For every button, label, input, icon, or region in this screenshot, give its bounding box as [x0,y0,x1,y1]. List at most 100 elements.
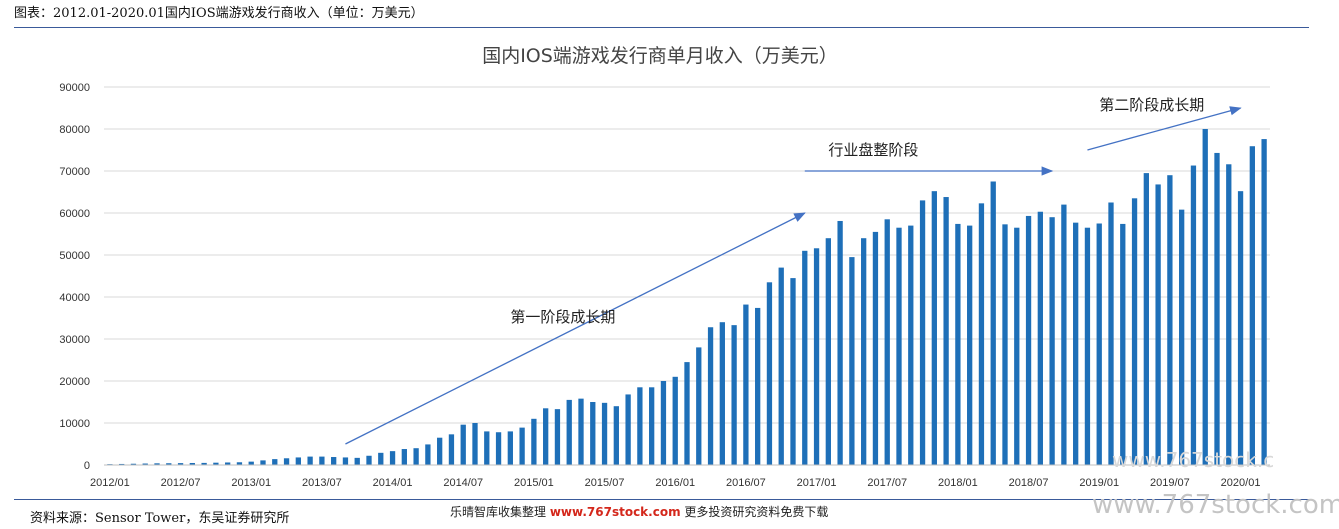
bar [166,463,172,465]
bar [1002,224,1008,465]
bar [272,459,278,465]
bar [177,463,184,465]
bar [189,462,195,465]
bar [1226,164,1232,465]
watermark-prefix: 乐晴智库收集整理 [450,505,547,519]
y-tick-label: 50000 [59,250,90,262]
bar [766,282,773,465]
bar [919,200,926,465]
bar [837,220,843,465]
bar [331,457,337,465]
bar [1237,191,1244,465]
x-tick-label: 2015/07 [585,477,625,489]
watermark-faint-text: www.767stock.c [1112,448,1275,472]
annotation-label: 第二阶段成长期 [1099,96,1204,114]
bar [554,409,561,465]
bar [790,278,796,465]
bar [154,463,160,465]
bar [590,402,596,465]
bar [283,458,290,465]
bar [707,327,714,465]
bar [448,434,455,465]
x-tick-label: 2013/01 [231,477,271,489]
x-tick-label: 2012/01 [90,477,130,489]
bar [142,463,148,465]
bar [472,423,478,465]
bar [967,225,973,465]
bar [613,406,619,465]
y-tick-label: 10000 [59,418,90,430]
bar [1120,223,1126,465]
bar [378,452,384,465]
bar [813,248,820,465]
x-tick-label: 2020/01 [1221,477,1261,489]
bar [1131,198,1138,466]
x-tick-label: 2019/01 [1079,477,1119,489]
x-tick-label: 2014/07 [443,477,483,489]
bar [354,457,360,465]
annotation-label: 行业盘整阶段 [828,141,918,159]
bar [955,223,961,465]
bar [1261,139,1267,465]
bar [1108,202,1114,465]
x-tick-label: 2019/07 [1150,477,1190,489]
bar [543,408,549,465]
annotations: 第一阶段成长期 行业盘整阶段 第二阶段成长期 [345,96,1242,445]
annotation-label: 第一阶段成长期 [510,308,615,326]
watermark-suffix: 更多投资研究资料免费下载 [684,505,829,519]
bar [684,362,690,465]
bar [1190,165,1197,466]
bar [1214,152,1220,465]
x-tick-label: 2018/01 [938,477,978,489]
bar [601,402,608,465]
bar [825,238,831,465]
bar [743,304,749,465]
bar [566,399,572,465]
bar [1202,129,1208,465]
bar [672,376,678,465]
x-tick-label: 2016/01 [655,477,695,489]
bar [802,250,808,465]
bar [696,347,702,465]
x-tick-label: 2012/07 [161,477,201,489]
bars [107,129,1267,466]
bar [519,427,525,465]
bar [978,203,985,465]
bar [130,463,137,465]
bar [625,394,631,465]
bar [896,227,902,465]
bar [578,398,584,465]
axes: 0 10000 20000 30000 40000 50000 60000 70000 8000… [59,82,1270,489]
bar [1061,204,1067,465]
bar [1049,217,1055,465]
bar [531,418,537,465]
y-tick-label: 30000 [59,334,90,346]
bar [908,225,914,465]
gridlines [104,86,1270,424]
bar [460,424,466,465]
watermark-url[interactable]: www.767stock.com [549,505,681,519]
y-tick-label: 90000 [59,82,90,94]
bar [755,307,761,465]
bar [248,461,254,465]
bar [1167,175,1173,465]
y-tick-label: 40000 [59,292,90,304]
bar [507,431,513,465]
x-tick-label: 2017/01 [797,477,837,489]
bar [778,267,784,465]
bar [225,462,231,465]
bar [319,456,325,465]
bar [413,448,419,465]
bar [213,462,219,465]
bar [943,197,949,466]
page-title: 图表：2012.01-2020.01国内IOS端游戏发行商收入（单位：万美元） [14,6,424,21]
bar [1014,227,1020,465]
bar [931,191,937,465]
y-tick-label: 70000 [59,166,90,178]
y-tick-label: 0 [84,460,90,472]
y-tick-label: 20000 [59,376,90,388]
bottom-divider [14,499,1309,500]
top-divider [14,27,1309,28]
bar [307,456,313,465]
x-tick-label: 2018/07 [1009,477,1049,489]
